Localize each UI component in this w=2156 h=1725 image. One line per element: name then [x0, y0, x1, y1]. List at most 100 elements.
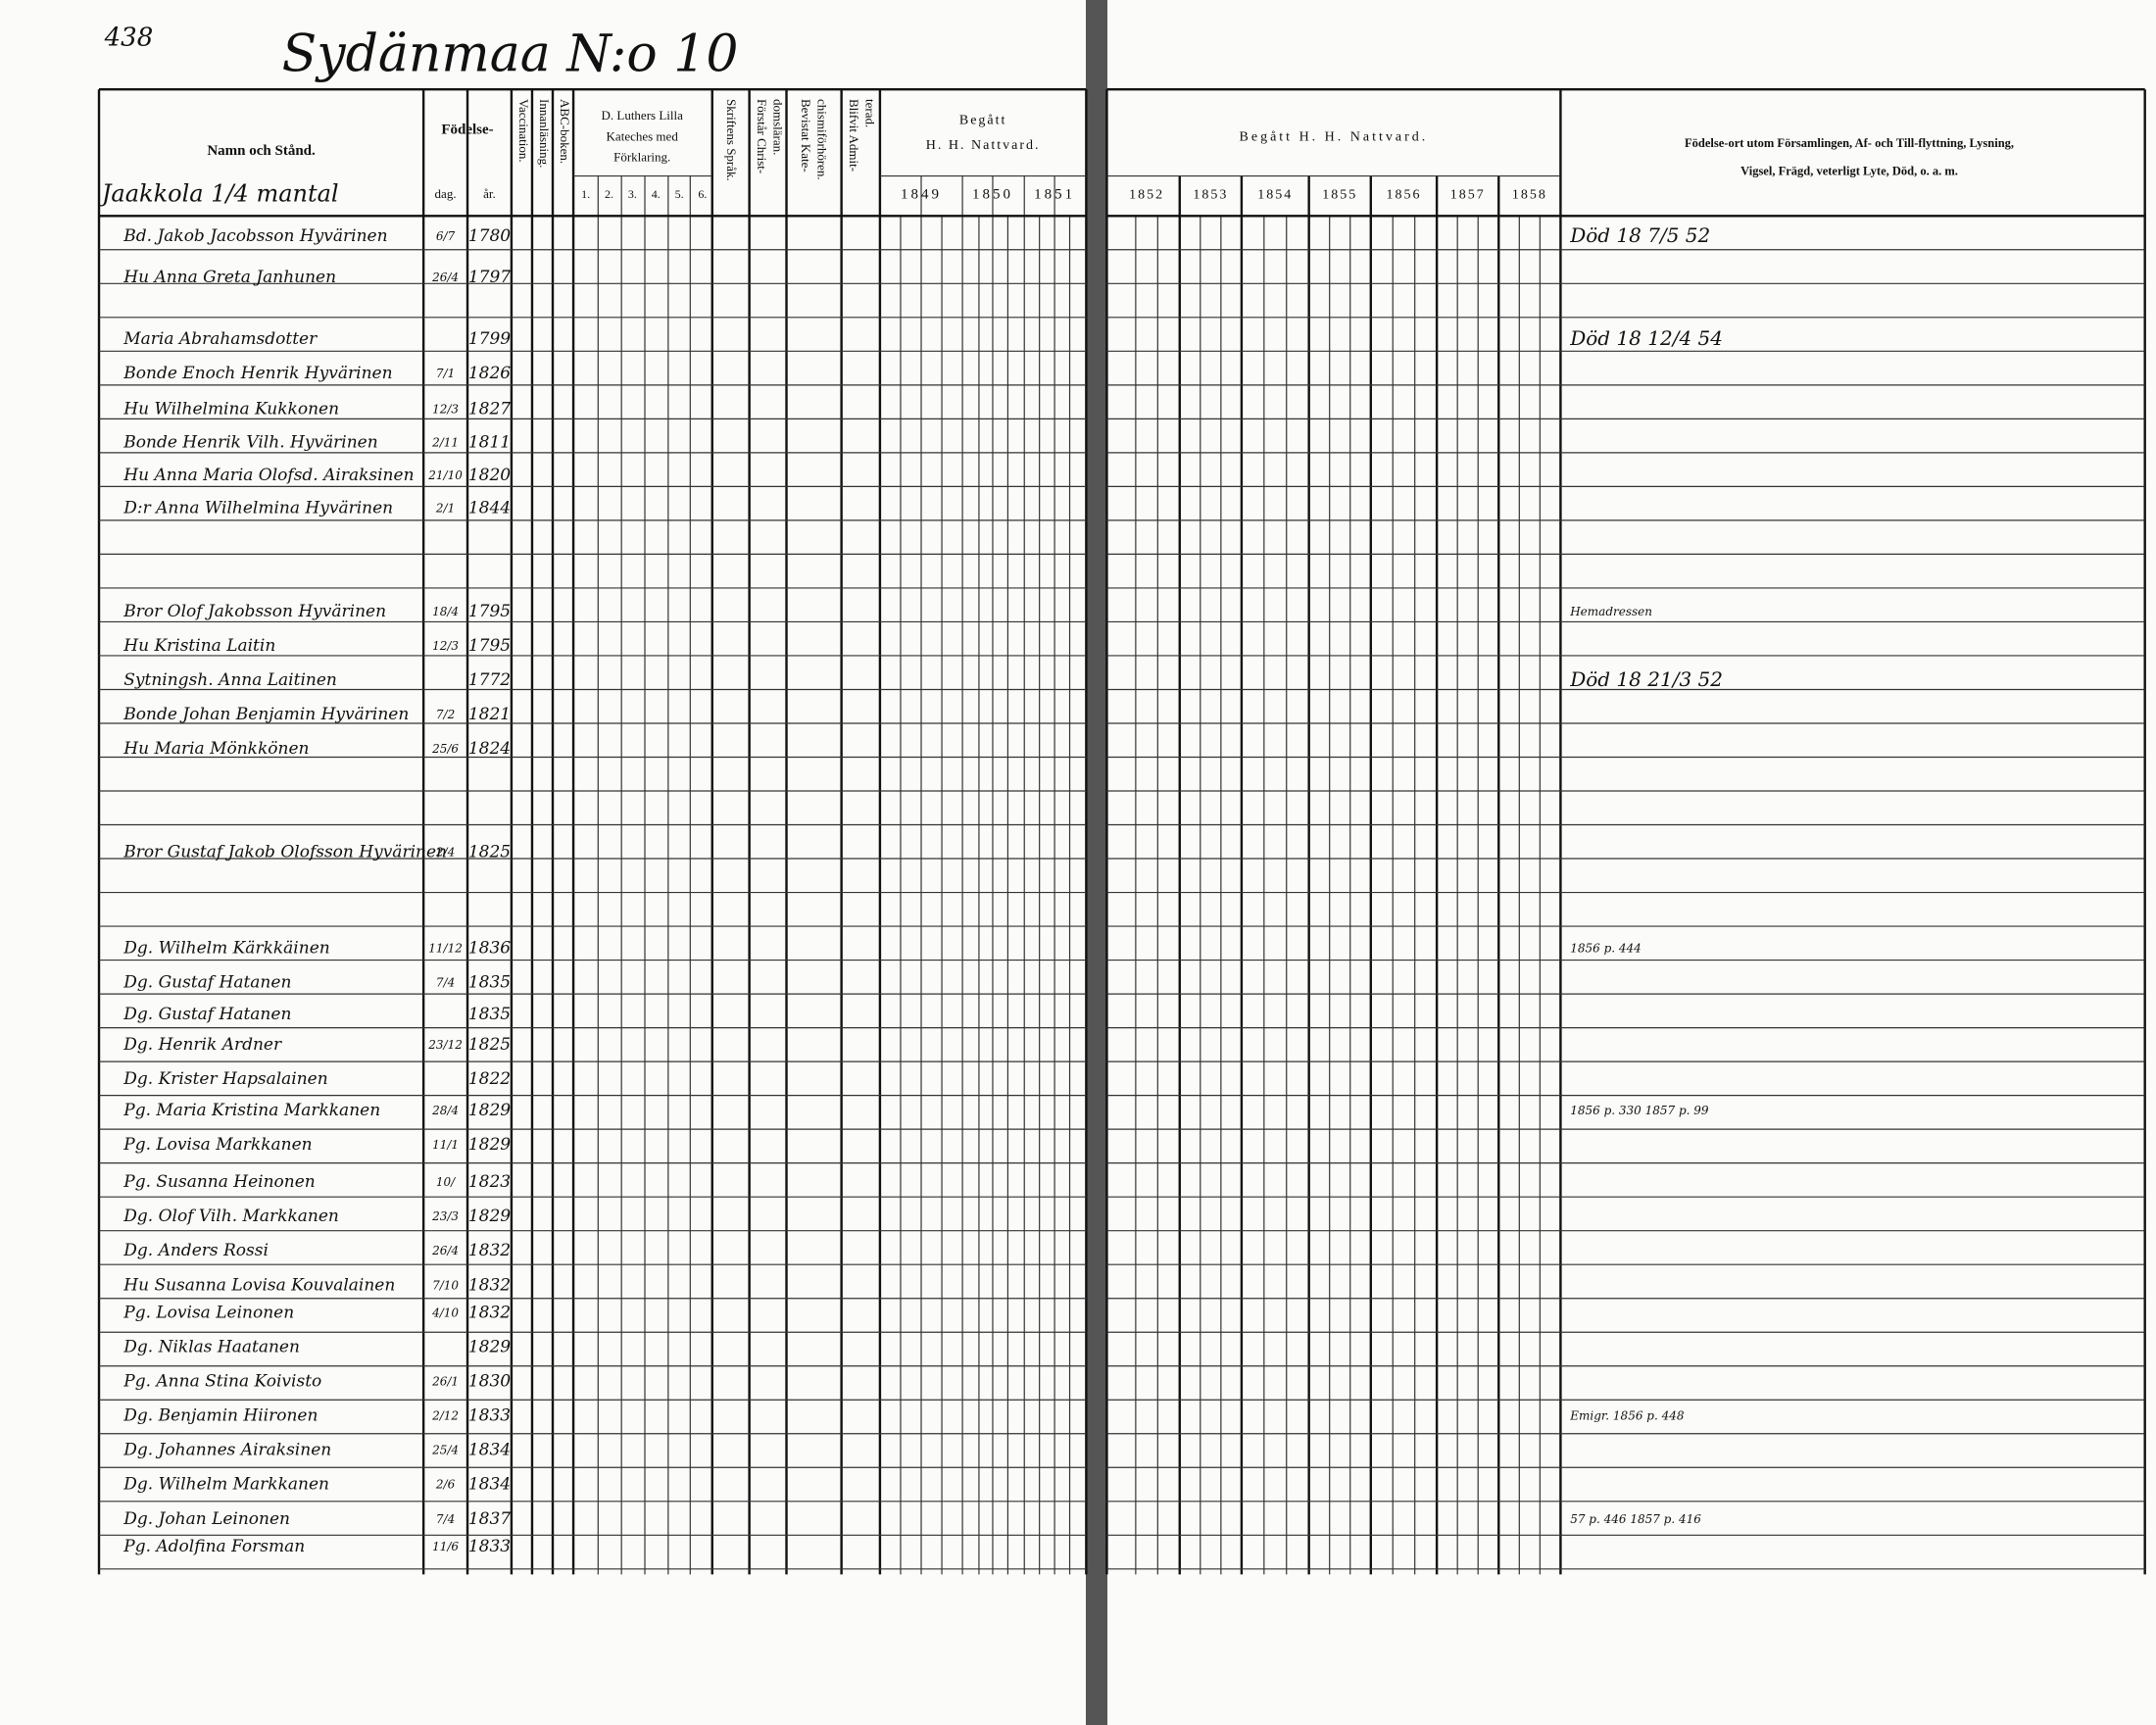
- header: Begått H. H. Nattvard.: [1240, 130, 1429, 145]
- header: D. Luthers Lilla: [601, 108, 683, 123]
- farm-name: Jaakkola 1/4 mantal: [97, 180, 339, 208]
- birth-year: 1832: [468, 1241, 511, 1260]
- birth-year: 1795: [468, 602, 511, 621]
- birth-day: 25/6: [431, 742, 459, 756]
- birth-day: 4/10: [431, 1306, 459, 1319]
- birth-year: 1834: [468, 1441, 511, 1460]
- note: 1856 p. 330 1857 p. 99: [1570, 1104, 1709, 1117]
- header: år.: [483, 186, 496, 201]
- birth-day: 23/3: [431, 1209, 459, 1223]
- birth-year: 1795: [468, 636, 511, 656]
- person-name: Hu Susanna Lovisa Kouvalainen: [122, 1275, 395, 1295]
- birth-day: 23/12: [427, 1038, 463, 1052]
- birth-day: 7/1: [436, 367, 455, 380]
- note: Hemadressen: [1569, 605, 1652, 618]
- header: 2.: [605, 187, 613, 201]
- person-name: Hu Kristina Laitin: [122, 636, 275, 656]
- header: Födelse-ort utom Församlingen, Af- och T…: [1685, 136, 2014, 150]
- person-name: Dg. Niklas Haatanen: [122, 1337, 300, 1356]
- header: Förklaring.: [613, 149, 670, 164]
- birth-day: 6/7: [436, 229, 456, 243]
- page-title: Sydänmaa N:o 10: [282, 25, 739, 83]
- note: Död 18 7/5 52: [1569, 223, 1710, 247]
- birth-year: 1835: [468, 1005, 511, 1024]
- year-header: 1853: [1193, 187, 1228, 202]
- person-name: Bonde Henrik Vilh. Hyvärinen: [122, 432, 377, 452]
- person-name: Bror Olof Jakobsson Hyvärinen: [122, 602, 386, 621]
- person-name: Dg. Wilhelm Kärkkäinen: [122, 939, 329, 959]
- birth-year: 1832: [468, 1303, 511, 1322]
- birth-day: 26/4: [431, 1244, 459, 1257]
- birth-day: 2/1: [435, 502, 455, 516]
- header: 5.: [675, 187, 684, 201]
- vertical-header: Innanläsning.: [537, 99, 552, 168]
- birth-day: 12/3: [432, 639, 459, 653]
- year-header: 1851: [1034, 187, 1075, 203]
- vertical-header: terad.: [863, 99, 878, 127]
- birth-year: 1833: [468, 1406, 511, 1426]
- person-name: Bd. Jakob Jacobsson Hyvärinen: [122, 226, 387, 246]
- vertical-header: domsläran.: [771, 99, 786, 155]
- person-name: Bonde Johan Benjamin Hyvärinen: [122, 705, 409, 724]
- birth-year: 1834: [468, 1475, 511, 1495]
- birth-year: 1797: [468, 268, 511, 287]
- birth-day: 21/10: [427, 468, 463, 482]
- vertical-header: Vaccination.: [516, 99, 531, 163]
- birth-day: 2/11: [431, 435, 459, 449]
- person-name: Bonde Enoch Henrik Hyvärinen: [122, 364, 392, 383]
- person-name: Dg. Anders Rossi: [122, 1241, 269, 1260]
- birth-day: 11/1: [432, 1138, 459, 1152]
- person-name: Dg. Krister Hapsalainen: [122, 1069, 327, 1089]
- spine: [1086, 0, 1107, 1725]
- header: dag.: [435, 186, 457, 201]
- person-name: Pg. Anna Stina Koivisto: [122, 1372, 321, 1392]
- person-name: Dg. Wilhelm Markkanen: [122, 1475, 329, 1495]
- person-name: Sytningsh. Anna Laitinen: [123, 670, 337, 690]
- person-name: Dg. Gustaf Hatanen: [122, 973, 291, 993]
- vertical-header: Blifvit Admit-: [847, 99, 861, 172]
- person-name: Pg. Lovisa Leinonen: [122, 1303, 294, 1322]
- birth-day: 26/4: [431, 271, 459, 284]
- vertical-header: Bevistat Kate-: [799, 99, 813, 172]
- year-header: 1856: [1386, 187, 1421, 202]
- birth-year: 1835: [468, 973, 511, 993]
- birth-year: 1772: [468, 670, 511, 690]
- birth-year: 1830: [468, 1372, 511, 1392]
- note: Död 18 21/3 52: [1569, 667, 1723, 691]
- year-header: 1849: [901, 187, 942, 203]
- birth-year: 1799: [468, 329, 511, 349]
- page-number: 438: [104, 23, 154, 52]
- birth-year: 1833: [468, 1537, 511, 1556]
- header: 3.: [628, 187, 637, 201]
- person-name: Dg. Johannes Airaksinen: [122, 1441, 331, 1460]
- birth-year: 1832: [468, 1275, 511, 1295]
- birth-day: 25/4: [431, 1444, 459, 1457]
- year-header: 1857: [1450, 187, 1486, 202]
- birth-day: 11/6: [432, 1540, 459, 1553]
- year-header: 1854: [1257, 187, 1293, 202]
- person-name: Hu Wilhelmina Kukkonen: [122, 400, 339, 419]
- birth-year: 1836: [468, 939, 511, 959]
- year-header: 1850: [972, 187, 1013, 203]
- header: Vigsel, Frägd, veterligt Lyte, Död, o. a…: [1740, 164, 1958, 177]
- header: H. H. Nattvard.: [926, 138, 1041, 153]
- person-name: Bror Gustaf Jakob Olofsson Hyvärinen: [122, 842, 447, 862]
- person-name: Dg. Johan Leinonen: [122, 1509, 290, 1529]
- note: Död 18 12/4 54: [1569, 326, 1723, 350]
- person-name: Hu Anna Maria Olofsd. Airaksinen: [122, 466, 414, 485]
- birth-day: 28/4: [431, 1104, 459, 1117]
- birth-year: 1822: [468, 1069, 511, 1089]
- birth-year: 1829: [468, 1207, 511, 1226]
- birth-year: 1829: [468, 1101, 511, 1120]
- birth-day: 7/4: [436, 1512, 455, 1526]
- note: 1856 p. 444: [1570, 942, 1642, 956]
- birth-year: 1780: [468, 226, 511, 246]
- birth-year: 1820: [468, 466, 511, 485]
- header: Begått: [959, 114, 1007, 128]
- vertical-header: chismiförhören.: [815, 99, 830, 180]
- birth-day: 11/12: [428, 942, 463, 956]
- birth-day: 2/12: [431, 1409, 459, 1423]
- person-name: Pg. Lovisa Markkanen: [122, 1135, 312, 1155]
- birth-year: 1837: [468, 1509, 511, 1529]
